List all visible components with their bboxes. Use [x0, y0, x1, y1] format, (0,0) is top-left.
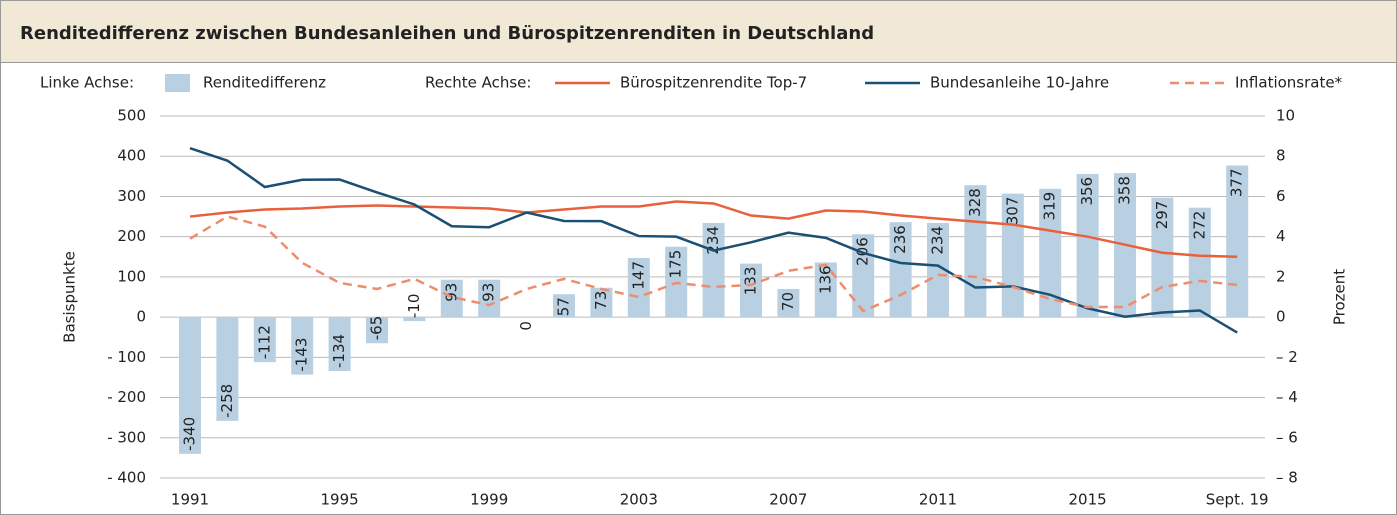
y2-tick-label: 4 [1276, 227, 1286, 245]
data-label: 136 [816, 265, 834, 294]
data-label: 328 [966, 188, 984, 217]
y-axis-label: Basispunkte [61, 251, 79, 343]
data-label: 70 [779, 292, 797, 311]
legend-swatch [165, 74, 190, 92]
bar [1188, 207, 1211, 318]
data-label: 147 [629, 261, 647, 290]
y-tick-label: 0 [136, 308, 146, 326]
data-label: -134 [330, 334, 348, 368]
y2-tick-label: 2 [1276, 267, 1286, 285]
legend-label: Bürospitzenrendite Top-7 [620, 74, 807, 92]
bar [590, 287, 613, 318]
y2-tick-label: 0 [1276, 308, 1286, 326]
bar [1076, 173, 1099, 318]
header [0, 0, 1397, 63]
bar [1151, 197, 1174, 318]
bar [627, 257, 650, 318]
bar [927, 222, 949, 318]
y2-axis-label: Prozent [1331, 269, 1349, 325]
bar [814, 262, 837, 318]
bar [702, 222, 725, 318]
data-label: 234 [929, 226, 947, 255]
x-tick-label: Sept. 19 [1206, 491, 1269, 509]
bar [777, 288, 800, 318]
data-label: -143 [293, 338, 311, 372]
data-label: 93 [442, 283, 460, 302]
x-tick-label: 2007 [769, 491, 807, 509]
bar [478, 279, 501, 318]
legend-label: Bundesanleihe 10-Jahre [930, 74, 1109, 92]
y-tick-label: - 200 [107, 388, 146, 406]
data-label: 73 [592, 291, 610, 310]
bar [253, 317, 276, 363]
bar [1226, 165, 1249, 318]
y-tick-label: - 400 [107, 469, 146, 487]
y2-tick-label: 10 [1276, 107, 1295, 125]
line [189, 200, 1238, 259]
legend-label: Renditedifferenz [203, 74, 326, 92]
legend-right-label: Rechte Achse: [425, 74, 531, 92]
data-label: -10 [405, 294, 423, 319]
legend-label: Inflationsrate* [1235, 74, 1343, 92]
x-tick-label: 1999 [470, 491, 508, 509]
data-label: -112 [255, 325, 273, 359]
data-label: -65 [368, 316, 386, 341]
y-tick-label: 400 [117, 147, 146, 165]
data-label: -258 [218, 384, 236, 418]
y-tick-label: 300 [117, 187, 146, 205]
y-tick-label: 100 [117, 267, 146, 285]
bar [216, 317, 239, 421]
x-tick-label: 2003 [620, 491, 658, 509]
data-label: 236 [891, 225, 909, 254]
y2-tick-label: – 2 [1276, 348, 1298, 366]
line [189, 215, 1238, 313]
bar [328, 317, 351, 372]
y2-tick-label: 6 [1276, 187, 1286, 205]
x-tick-label: 2011 [919, 491, 957, 509]
y-tick-label: - 300 [107, 428, 146, 446]
y-tick-label: - 100 [107, 348, 146, 366]
data-label: -340 [181, 417, 199, 451]
data-label: 0 [517, 321, 535, 331]
bar [179, 317, 201, 454]
data-label: 57 [555, 297, 573, 316]
bar [291, 317, 314, 375]
y-tick-label: 500 [117, 107, 146, 125]
bar [553, 294, 575, 318]
data-label: 272 [1190, 211, 1208, 240]
chart-title: Renditedifferenz zwischen Bundesanleihen… [20, 23, 874, 44]
data-label: 319 [1041, 192, 1059, 221]
data-label: 377 [1228, 168, 1246, 197]
x-tick-label: 1991 [171, 491, 209, 509]
data-label: 93 [480, 283, 498, 302]
bar [740, 263, 762, 318]
y2-tick-label: 8 [1276, 147, 1286, 165]
bar [1039, 188, 1062, 318]
y-tick-label: 200 [117, 227, 146, 245]
data-label: 307 [1003, 197, 1021, 226]
x-tick-label: 1995 [321, 491, 359, 509]
x-tick-label: 2015 [1069, 491, 1107, 509]
bar [440, 279, 463, 318]
legend-left-label: Linke Achse: [40, 74, 134, 92]
data-label: 356 [1078, 177, 1096, 206]
data-label: 358 [1116, 176, 1134, 205]
y2-tick-label: – 4 [1276, 388, 1298, 406]
data-label: 297 [1153, 201, 1171, 230]
y2-tick-label: – 8 [1276, 469, 1298, 487]
data-label: 133 [742, 267, 760, 296]
y2-tick-label: – 6 [1276, 428, 1298, 446]
bar [366, 317, 388, 344]
line [189, 146, 1238, 334]
bar [403, 317, 426, 322]
data-label: 175 [667, 250, 685, 279]
